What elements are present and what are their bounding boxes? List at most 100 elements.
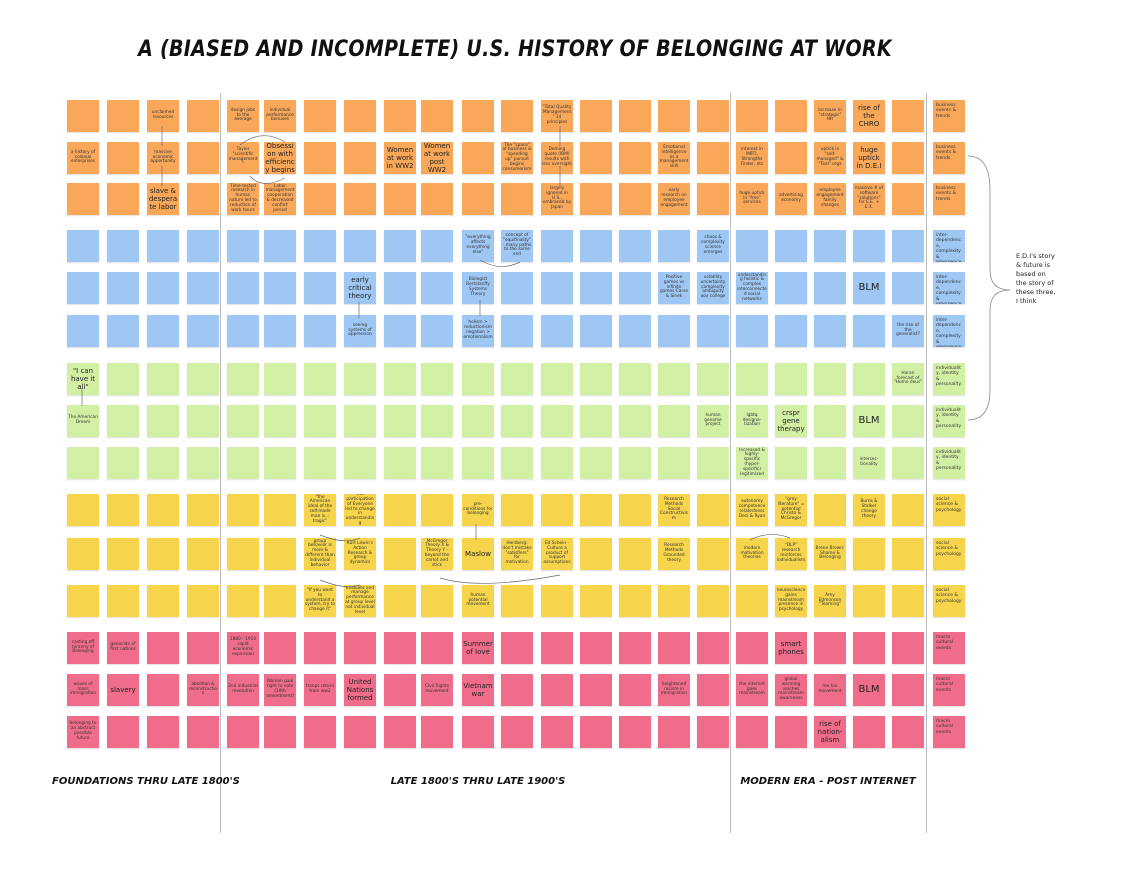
sticky-note-blank[interactable] xyxy=(227,716,259,748)
sticky-note-blank[interactable] xyxy=(147,405,179,437)
sticky-note-blank[interactable] xyxy=(227,538,259,570)
sticky-note[interactable]: Ed Schein - Culture a product of support… xyxy=(541,538,573,570)
category-note[interactable]: social science & psychology xyxy=(933,494,965,526)
sticky-note-blank[interactable] xyxy=(462,183,494,215)
sticky-note-blank[interactable] xyxy=(304,632,336,664)
sticky-note-blank[interactable] xyxy=(814,363,846,395)
sticky-note-blank[interactable] xyxy=(541,585,573,617)
sticky-note[interactable]: global warming reaches mainstream awaren… xyxy=(775,674,807,706)
sticky-note-blank[interactable] xyxy=(697,585,729,617)
sticky-note-blank[interactable] xyxy=(227,494,259,526)
sticky-note[interactable]: human potential movement xyxy=(462,585,494,617)
sticky-note-blank[interactable] xyxy=(147,674,179,706)
sticky-note[interactable]: United Nations formed xyxy=(344,674,376,706)
sticky-note-blank[interactable] xyxy=(853,585,885,617)
sticky-note-blank[interactable] xyxy=(304,363,336,395)
sticky-note-blank[interactable] xyxy=(892,230,924,262)
sticky-note[interactable]: slave & desperate labor xyxy=(147,183,179,215)
sticky-note-blank[interactable] xyxy=(892,447,924,479)
sticky-note-blank[interactable] xyxy=(107,230,139,262)
sticky-note-blank[interactable] xyxy=(814,272,846,304)
sticky-note-blank[interactable] xyxy=(344,716,376,748)
sticky-note-blank[interactable] xyxy=(264,272,296,304)
sticky-note-blank[interactable] xyxy=(67,447,99,479)
sticky-note-blank[interactable] xyxy=(264,315,296,347)
sticky-note-blank[interactable] xyxy=(187,716,219,748)
sticky-note[interactable]: autonomy competence relatedness Deci & R… xyxy=(736,494,768,526)
sticky-note-blank[interactable] xyxy=(619,183,651,215)
sticky-note-blank[interactable] xyxy=(580,142,612,174)
sticky-note[interactable]: "the American ideal of the self-made man… xyxy=(304,494,336,526)
category-note[interactable]: inter-dependence, complexity & emergence xyxy=(933,315,965,347)
sticky-note-blank[interactable] xyxy=(775,142,807,174)
sticky-note-blank[interactable] xyxy=(501,716,533,748)
sticky-note[interactable]: rise of nation-alism xyxy=(814,716,846,748)
sticky-note[interactable]: "everything affects everything else" xyxy=(462,230,494,262)
sticky-note-blank[interactable] xyxy=(67,494,99,526)
sticky-note[interactable]: The "space" of business & "speeding up" … xyxy=(501,142,533,174)
sticky-note-blank[interactable] xyxy=(384,632,416,664)
sticky-note[interactable]: advertising economy xyxy=(775,183,807,215)
sticky-note-blank[interactable] xyxy=(384,585,416,617)
sticky-note[interactable]: heightened racism in immigration xyxy=(658,674,690,706)
sticky-note-blank[interactable] xyxy=(501,494,533,526)
sticky-note-blank[interactable] xyxy=(892,272,924,304)
sticky-note-blank[interactable] xyxy=(619,315,651,347)
sticky-note-blank[interactable] xyxy=(462,363,494,395)
sticky-note-blank[interactable] xyxy=(658,100,690,132)
sticky-note[interactable]: waves of mass immigration xyxy=(67,674,99,706)
category-note[interactable]: business events & trends xyxy=(933,100,965,132)
sticky-note[interactable]: Herzberg: don't mistake "satisfiers" for… xyxy=(501,538,533,570)
sticky-note-blank[interactable] xyxy=(814,315,846,347)
sticky-note-blank[interactable] xyxy=(384,538,416,570)
sticky-note-blank[interactable] xyxy=(892,183,924,215)
sticky-note-blank[interactable] xyxy=(462,142,494,174)
sticky-note-blank[interactable] xyxy=(697,674,729,706)
sticky-note-blank[interactable] xyxy=(658,716,690,748)
sticky-note[interactable]: 2nd industrial revolution xyxy=(227,674,259,706)
sticky-note-blank[interactable] xyxy=(344,100,376,132)
sticky-note-blank[interactable] xyxy=(501,315,533,347)
sticky-note-blank[interactable] xyxy=(147,447,179,479)
sticky-note-blank[interactable] xyxy=(147,272,179,304)
sticky-note-blank[interactable] xyxy=(580,315,612,347)
sticky-note-blank[interactable] xyxy=(304,716,336,748)
sticky-note[interactable]: belonging to an abstract possible future xyxy=(67,716,99,748)
sticky-note-blank[interactable] xyxy=(736,716,768,748)
sticky-note-blank[interactable] xyxy=(892,674,924,706)
sticky-note[interactable]: smart phones xyxy=(775,632,807,664)
sticky-note[interactable]: Kurt Lewin's Action Research & group dyn… xyxy=(344,538,376,570)
sticky-note-blank[interactable] xyxy=(384,363,416,395)
sticky-note[interactable]: Emotional intelligence as a management s… xyxy=(658,142,690,174)
sticky-note-blank[interactable] xyxy=(697,363,729,395)
sticky-note[interactable]: "If you want to understand a system, try… xyxy=(304,585,336,617)
sticky-note[interactable]: Harari forecast of "Homo deus" xyxy=(892,363,924,395)
sticky-note[interactable]: Time-tested research in human nature led… xyxy=(227,183,259,215)
sticky-note-blank[interactable] xyxy=(892,632,924,664)
category-note[interactable]: inter-dependence, complexity & emergence xyxy=(933,272,965,304)
sticky-note-blank[interactable] xyxy=(421,100,453,132)
sticky-note-blank[interactable] xyxy=(814,632,846,664)
sticky-note[interactable]: Out participation of Everyone led to cha… xyxy=(344,494,376,526)
sticky-note-blank[interactable] xyxy=(814,230,846,262)
sticky-note[interactable]: Positive games vs infinite games Carse &… xyxy=(658,272,690,304)
sticky-note-blank[interactable] xyxy=(501,447,533,479)
sticky-note-blank[interactable] xyxy=(814,447,846,479)
sticky-note-blank[interactable] xyxy=(304,230,336,262)
sticky-note[interactable]: Women at work post WW2 xyxy=(421,142,453,174)
sticky-note-blank[interactable] xyxy=(697,494,729,526)
sticky-note-blank[interactable] xyxy=(147,230,179,262)
sticky-note[interactable]: Obsession with efficiency begins xyxy=(264,142,296,174)
sticky-note-blank[interactable] xyxy=(107,494,139,526)
sticky-note-blank[interactable] xyxy=(541,447,573,479)
sticky-note[interactable]: early research on employee engagement xyxy=(658,183,690,215)
sticky-note-blank[interactable] xyxy=(501,363,533,395)
sticky-note-blank[interactable] xyxy=(736,585,768,617)
sticky-note[interactable]: chaos & complexity science emerges xyxy=(697,230,729,262)
sticky-note-blank[interactable] xyxy=(619,632,651,664)
sticky-note-blank[interactable] xyxy=(304,183,336,215)
sticky-note-blank[interactable] xyxy=(775,716,807,748)
sticky-note-blank[interactable] xyxy=(580,230,612,262)
category-note[interactable]: business events & trends xyxy=(933,142,965,174)
sticky-note-blank[interactable] xyxy=(580,363,612,395)
